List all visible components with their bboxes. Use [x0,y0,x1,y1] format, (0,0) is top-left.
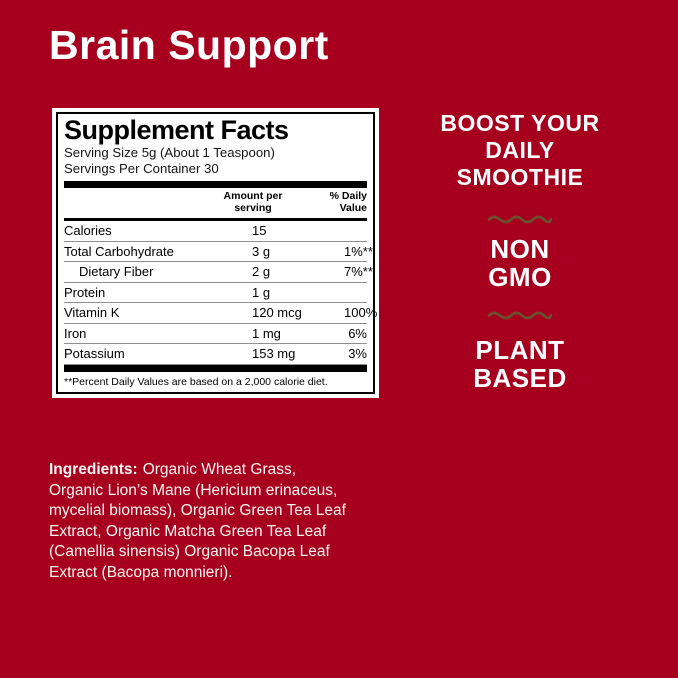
nutrient-daily-value: 6% [348,325,367,341]
nutrient-amount: 15 [252,223,267,239]
thick-divider [64,364,367,372]
serving-size: Serving Size 5g (About 1 Teaspoon) [64,145,275,160]
thick-divider [64,181,367,188]
nutrient-name: Total Carbohydrate [64,243,174,259]
nutrient-amount: 120 mcg [252,305,302,321]
callout-boost-line1: BOOST YOUR [440,110,600,136]
table-row: Calories 15 [64,221,367,242]
callout-non-gmo: NON GMO [410,235,630,291]
ingredients-line: mycelial biomass), Organic Green Tea Lea… [49,502,346,519]
column-header-amount-line1: Amount per [223,190,283,202]
ingredients-paragraph: Ingredients: Organic Wheat Grass, Organic… [49,460,383,583]
wave-divider-icon [487,215,553,224]
supplement-facts-panel: Supplement Facts Serving Size 5g (About … [52,108,379,398]
wave-path [487,215,553,224]
table-row: Protein 1 g [64,283,367,303]
nutrient-name: Potassium [64,346,125,362]
ingredients-line: Ingredients: Organic Wheat Grass, [49,460,383,481]
callout-plant-based: PLANT BASED [410,336,630,392]
callout-non-gmo-line2: GMO [488,262,552,292]
column-header-amount: Amount per serving [198,190,308,214]
ingredients-line: Extract (Bacopa monnieri). [49,563,233,581]
ingredients-line-text: Organic Wheat Grass, [142,461,297,478]
table-row: Potassium 153 mg 3% [64,344,367,365]
supplement-facts-border: Supplement Facts Serving Size 5g (About … [56,112,377,394]
column-header-daily-value: % Daily Value [314,190,367,214]
supplement-facts-title: Supplement Facts [64,115,289,145]
callout-boost-line2: DAILY [485,137,555,163]
ingredients-label: Ingredients: [49,461,138,478]
nutrient-amount: 153 mg [252,346,296,362]
nutrient-name: Iron [64,325,87,341]
nutrient-amount: 1 mg [252,325,281,341]
servings-per-container: Servings Per Container 30 [64,160,219,176]
nutrient-name: Protein [64,284,106,300]
column-header-dv-line1: % Daily [329,190,367,202]
column-header-dv-line2: Value [339,201,367,214]
callout-boost: BOOST YOUR DAILY SMOOTHIE [410,110,630,191]
nutrient-amount: 1 g [252,284,271,300]
table-row: Dietary Fiber 2 g 7%** [64,262,373,283]
ingredients-line: Extract, Organic Matcha Green Tea Leaf [49,522,327,540]
nutrient-daily-value: 3% [348,346,367,362]
page-title: Brain Support [49,22,329,68]
table-row: Iron 1 mg 6% [64,324,367,344]
nutrient-daily-value: 100% [344,305,378,321]
nutrient-daily-value: 7%** [344,264,373,280]
table-row: Vitamin K 120 mcg 100% [64,303,377,324]
nutrient-amount: 2 g [252,264,271,280]
callout-non-gmo-line1: NON [490,234,550,264]
wave-divider-icon [487,311,553,320]
daily-value-footnote: **Percent Daily Values are based on a 2,… [64,375,328,388]
table-column-headers: Amount per serving % Daily Value [64,188,367,218]
table-row: Total Carbohydrate 3 g 1%** [64,242,373,262]
marketing-callouts: BOOST YOUR DAILY SMOOTHIE NON GMO PLANT … [410,0,630,430]
ingredients-line: (Camellia sinensis) Organic Bacopa Leaf [49,543,330,560]
nutrient-daily-value: 1%** [344,243,373,259]
callout-boost-line3: SMOOTHIE [456,164,584,190]
nutrient-name: Calories [64,223,112,239]
nutrient-amount: 3 g [252,243,271,259]
header-rule [64,218,367,221]
column-header-amount-line2: serving [234,201,272,214]
nutrient-name: Vitamin K [64,305,120,321]
wave-path [487,311,553,320]
ingredients-line: Organic Lion’s Mane (Hericium erinaceus, [49,481,338,499]
callout-plant-based-line2: BASED [473,363,567,393]
column-header-spacer [64,191,204,214]
callout-plant-based-line1: PLANT [475,335,565,365]
nutrient-name: Dietary Fiber [79,264,154,280]
